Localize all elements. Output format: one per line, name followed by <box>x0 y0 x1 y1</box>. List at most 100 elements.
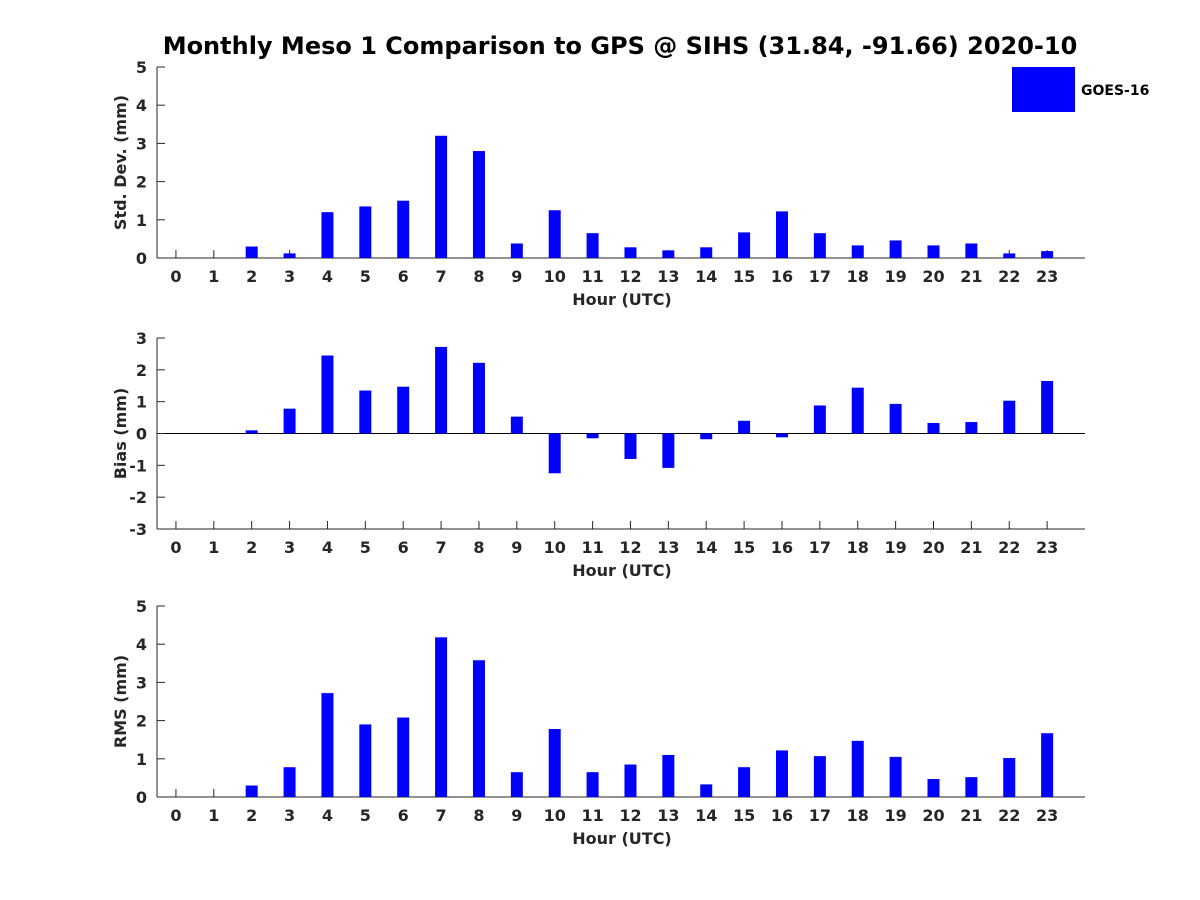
bias-bar-hour-9 <box>510 416 523 434</box>
bias-x-axis-label: Hour (UTC) <box>572 561 672 580</box>
bias-x-tick-label: 19 <box>884 538 906 557</box>
std-dev-x-axis-label: Hour (UTC) <box>572 290 672 309</box>
legend: GOES-16 <box>1012 67 1149 112</box>
std-dev-x-tick-label: 14 <box>695 267 717 286</box>
rms-x-tick-label: 9 <box>511 806 522 825</box>
std-dev-x-tick-label: 10 <box>544 267 566 286</box>
std-dev-bar-hour-9 <box>510 243 523 258</box>
std-dev-x-tick-label: 3 <box>284 267 295 286</box>
bias-y-axis-label: Bias (mm) <box>111 388 130 480</box>
std-dev-x-tick-label: 8 <box>473 267 484 286</box>
std-dev-bar-hour-2 <box>245 246 258 258</box>
legend-swatch-goes-16 <box>1012 67 1075 112</box>
rms-bar-hour-5 <box>359 724 372 797</box>
std-dev-x-tick-label: 19 <box>884 267 906 286</box>
std-dev-x-tick-label: 6 <box>398 267 409 286</box>
std-dev-x-tick-label: 11 <box>581 267 603 286</box>
std-dev-x-tick-label: 5 <box>360 267 371 286</box>
bias-x-tick-label: 23 <box>1036 538 1058 557</box>
std-dev-bar-hour-12 <box>624 247 637 258</box>
bias-bar-hour-16 <box>775 433 788 438</box>
bias-y-tick-label: 3 <box>136 329 147 348</box>
bias-x-tick-label: 17 <box>809 538 831 557</box>
bias-bar-hour-14 <box>700 433 713 440</box>
std-dev-y-tick-label: 3 <box>136 134 147 153</box>
std-dev-x-tick-label: 0 <box>170 267 181 286</box>
rms-x-axis-label: Hour (UTC) <box>572 829 672 848</box>
bias-bar-hour-22 <box>1003 400 1016 434</box>
rms-x-tick-label: 13 <box>657 806 679 825</box>
std-dev-y-axis-label: Std. Dev. (mm) <box>111 95 130 230</box>
rms-bar-hour-9 <box>510 772 523 797</box>
std-dev-x-tick-label: 15 <box>733 267 755 286</box>
bias-x-tick-label: 4 <box>322 538 333 557</box>
rms-bar-hour-6 <box>397 717 410 797</box>
bias-x-tick-label: 7 <box>436 538 447 557</box>
std-dev-y-tick-label: 1 <box>136 211 147 230</box>
std-dev-y-tick-label: 0 <box>136 249 147 268</box>
rms-bar-hour-16 <box>775 750 788 797</box>
legend-label: GOES-16 <box>1081 83 1149 99</box>
bias-y-tick-label: -1 <box>129 456 147 475</box>
std-dev-x-tick-label: 23 <box>1036 267 1058 286</box>
bias-y-tick-label: 1 <box>136 393 147 412</box>
std-dev-bar-hour-4 <box>321 212 334 258</box>
rms-x-tick-label: 7 <box>436 806 447 825</box>
rms-bar-hour-21 <box>965 777 978 797</box>
bias-x-tick-label: 6 <box>398 538 409 557</box>
std-dev-bar-hour-21 <box>965 243 978 258</box>
bias-x-tick-label: 3 <box>284 538 295 557</box>
std-dev-x-tick-label: 18 <box>847 267 869 286</box>
bias-x-tick-label: 9 <box>511 538 522 557</box>
bias-x-tick-label: 0 <box>170 538 181 557</box>
rms-x-tick-label: 5 <box>360 806 371 825</box>
rms-x-tick-label: 22 <box>998 806 1020 825</box>
std-dev-x-tick-label: 4 <box>322 267 333 286</box>
std-dev-bar-hour-18 <box>851 245 864 258</box>
bias-bar-hour-2 <box>245 430 258 434</box>
rms-bar-hour-3 <box>283 767 296 797</box>
std-dev-x-tick-label: 17 <box>809 267 831 286</box>
rms-x-tick-label: 16 <box>771 806 793 825</box>
rms-y-tick-label: 2 <box>136 712 147 731</box>
rms-bar-hour-13 <box>662 754 675 797</box>
rms-bar-hour-18 <box>851 740 864 797</box>
rms-y-tick-label: 0 <box>136 788 147 807</box>
std-dev-bar-hour-6 <box>397 200 410 258</box>
rms-bar-hour-11 <box>586 772 599 797</box>
rms-bar-hour-19 <box>889 756 902 797</box>
bias-bar-hour-7 <box>435 346 448 434</box>
std-dev-bar-hour-15 <box>738 232 751 258</box>
std-dev-bar-hour-3 <box>283 253 296 258</box>
rms-bar-hour-2 <box>245 785 258 797</box>
rms-y-tick-label: 3 <box>136 673 147 692</box>
rms-y-tick-label: 1 <box>136 750 147 769</box>
bias-x-tick-label: 8 <box>473 538 484 557</box>
std-dev-y-tick-label: 4 <box>136 96 147 115</box>
rms-x-tick-label: 0 <box>170 806 181 825</box>
bias-bar-hour-15 <box>738 420 751 434</box>
std-dev-x-tick-label: 9 <box>511 267 522 286</box>
std-dev-y-tick-label: 2 <box>136 173 147 192</box>
rms-x-tick-label: 20 <box>922 806 944 825</box>
std-dev-bar-hour-17 <box>813 233 826 258</box>
rms-bar-hour-4 <box>321 693 334 797</box>
rms-x-tick-label: 1 <box>208 806 219 825</box>
bias-x-tick-label: 22 <box>998 538 1020 557</box>
bias-x-tick-label: 20 <box>922 538 944 557</box>
bias-bar-hour-21 <box>965 422 978 434</box>
rms-bar-hour-15 <box>738 767 751 797</box>
bias-x-tick-label: 10 <box>544 538 566 557</box>
bias-x-tick-label: 13 <box>657 538 679 557</box>
rms-x-tick-label: 23 <box>1036 806 1058 825</box>
std-dev-bar-hour-14 <box>700 247 713 258</box>
std-dev-x-tick-label: 16 <box>771 267 793 286</box>
std-dev-x-tick-label: 7 <box>436 267 447 286</box>
bias-bar-hour-18 <box>851 387 864 434</box>
std-dev-bar-hour-23 <box>1041 251 1054 258</box>
std-dev-bar-hour-11 <box>586 233 599 258</box>
rms-bar-hour-22 <box>1003 758 1016 797</box>
std-dev-bar-hour-5 <box>359 206 372 258</box>
rms-x-tick-label: 12 <box>619 806 641 825</box>
